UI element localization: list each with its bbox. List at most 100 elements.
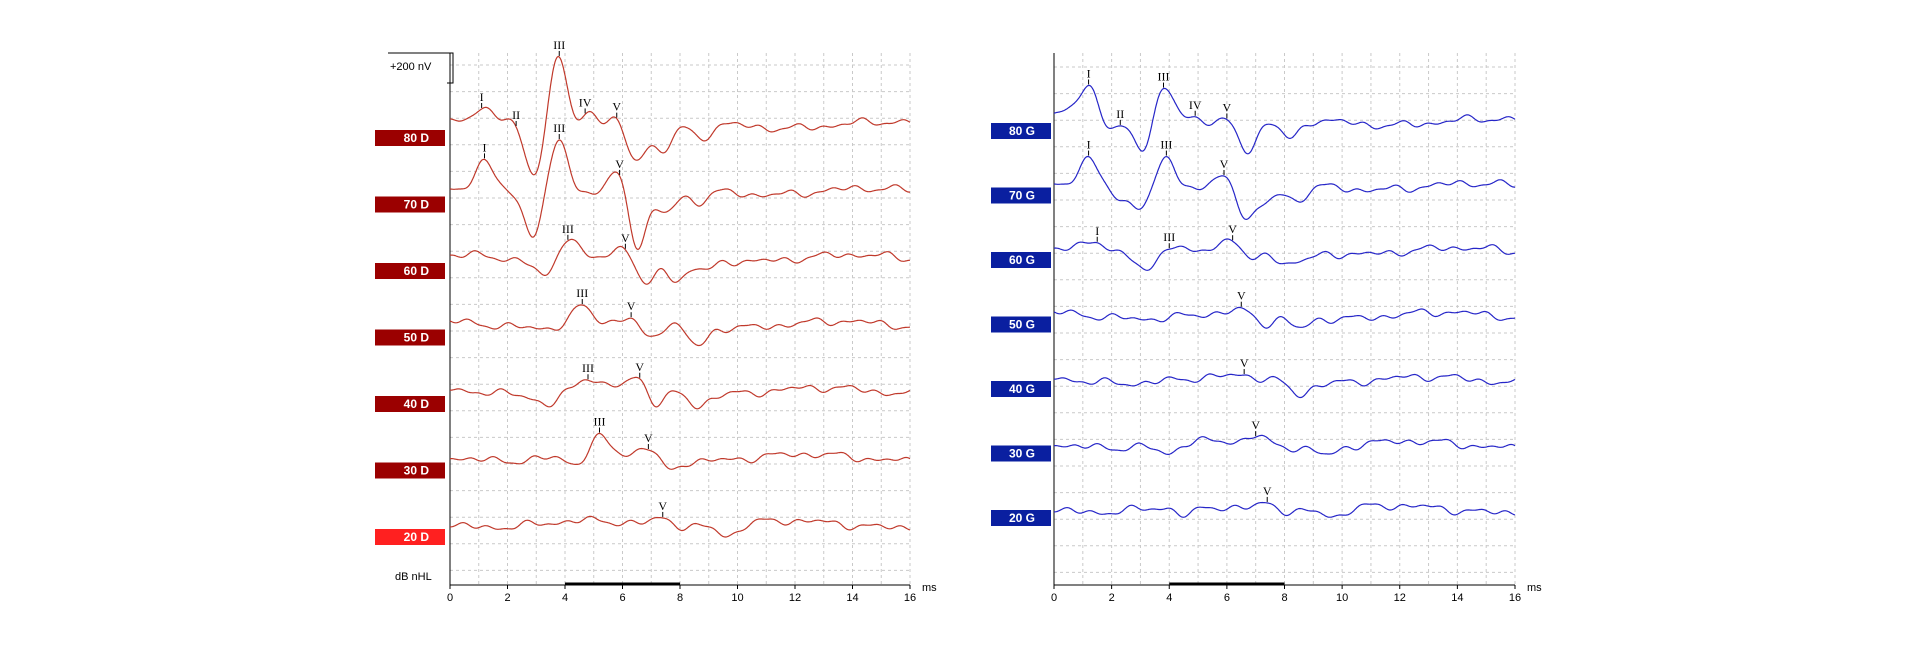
- level-label-box: [991, 381, 1051, 397]
- peak-label: V: [615, 157, 624, 171]
- waveform-trace: [1054, 373, 1516, 399]
- level-label: 60 D: [404, 264, 430, 278]
- peak-label: I: [1095, 224, 1099, 238]
- peak-label: I: [480, 90, 484, 104]
- level-label-box: [375, 196, 445, 213]
- level-label-box: [991, 252, 1051, 268]
- x-tick-label: 2: [1109, 592, 1115, 604]
- x-tick-label: 10: [1336, 592, 1348, 604]
- x-unit-label: ms: [1527, 582, 1542, 594]
- waveform-trace: [450, 238, 911, 285]
- amplitude-scale-label: +200 nV: [390, 61, 432, 73]
- x-tick-label: 6: [619, 592, 625, 604]
- waveform-trace: [449, 139, 910, 251]
- peak-label: III: [553, 121, 565, 135]
- peak-label: V: [1223, 101, 1232, 115]
- peak-label: III: [576, 286, 588, 300]
- waveform-trace: [450, 376, 911, 410]
- level-label: 40 D: [404, 397, 430, 411]
- peak-label: III: [553, 38, 565, 52]
- x-tick-label: 10: [731, 592, 743, 604]
- peak-label: V: [1220, 157, 1229, 171]
- level-label-box: [375, 263, 445, 279]
- level-label: 50 D: [404, 331, 430, 345]
- x-tick-label: 8: [1281, 592, 1287, 604]
- x-tick-label: 0: [1051, 592, 1057, 604]
- peak-label: V: [1263, 484, 1272, 498]
- peak-label: V: [1251, 418, 1260, 432]
- level-label-box: [991, 123, 1051, 139]
- level-label: 30 G: [1009, 447, 1035, 461]
- x-tick-label: 16: [1509, 592, 1521, 604]
- peak-label: II: [1116, 107, 1124, 121]
- level-label-box: [991, 445, 1051, 462]
- waveform-trace: [1054, 238, 1516, 271]
- peak-label: III: [562, 222, 574, 236]
- waveform-trace: [1053, 84, 1516, 155]
- level-label-box: [991, 510, 1051, 526]
- peak-label: III: [1160, 138, 1172, 152]
- level-label-box: [991, 316, 1051, 333]
- x-tick-label: 16: [904, 592, 916, 604]
- peak-label: IV: [1189, 98, 1202, 112]
- waveform-trace: [1054, 501, 1516, 518]
- level-axis-label: dB nHL: [395, 571, 432, 583]
- level-label: 30 D: [404, 464, 430, 478]
- peak-label: V: [1240, 356, 1249, 370]
- x-tick-label: 14: [846, 592, 858, 604]
- waveform-trace: [1054, 434, 1516, 455]
- peak-label: III: [1157, 70, 1169, 84]
- peak-label: I: [1087, 138, 1091, 152]
- x-tick-label: 8: [677, 592, 683, 604]
- peak-label: V: [658, 499, 667, 513]
- level-label-box: [375, 462, 445, 479]
- waveform-trace: [450, 515, 911, 538]
- level-label: 20 D: [404, 530, 430, 544]
- peak-label: III: [582, 361, 594, 375]
- amplitude-scale-bar: [447, 52, 454, 84]
- x-tick-label: 12: [789, 592, 801, 604]
- peak-label: III: [594, 414, 606, 428]
- level-label-box: [375, 396, 445, 412]
- x-tick-label: 0: [447, 592, 453, 604]
- peak-label: V: [612, 100, 621, 114]
- level-label: 20 G: [1009, 511, 1035, 525]
- x-tick-label: 6: [1224, 592, 1230, 604]
- x-tick-label: 12: [1394, 592, 1406, 604]
- peak-label: I: [483, 140, 487, 154]
- x-tick-label: 4: [562, 592, 568, 604]
- level-label-box: [375, 529, 445, 545]
- level-label: 50 G: [1009, 318, 1035, 332]
- peak-label: V: [1228, 222, 1237, 236]
- level-label: 80 D: [404, 131, 430, 145]
- x-unit-label: ms: [922, 582, 937, 594]
- peak-label: III: [1163, 230, 1175, 244]
- peak-label: V: [627, 299, 636, 313]
- level-label-box: [375, 130, 445, 146]
- waveform-trace: [449, 304, 911, 347]
- level-label: 60 G: [1009, 253, 1035, 267]
- peak-label: V: [621, 231, 630, 245]
- level-label: 40 G: [1009, 382, 1035, 396]
- x-tick-label: 4: [1166, 592, 1172, 604]
- level-label: 70 D: [404, 198, 430, 212]
- level-label-box: [375, 329, 445, 346]
- waveform-trace: [1053, 155, 1515, 221]
- level-label-box: [991, 187, 1051, 204]
- level-label: 80 G: [1009, 124, 1035, 138]
- peak-label: I: [1087, 66, 1091, 80]
- peak-label: V: [1237, 289, 1246, 303]
- x-tick-label: 14: [1451, 592, 1463, 604]
- x-tick-label: 2: [504, 592, 510, 604]
- peak-label: V: [644, 431, 653, 445]
- waveform-trace: [450, 55, 911, 176]
- peak-label: IV: [579, 95, 592, 109]
- level-label: 70 G: [1009, 189, 1035, 203]
- waveform-trace: [450, 432, 911, 470]
- peak-label: II: [512, 108, 520, 122]
- waveform-trace: [1053, 306, 1516, 329]
- peak-label: V: [635, 360, 644, 374]
